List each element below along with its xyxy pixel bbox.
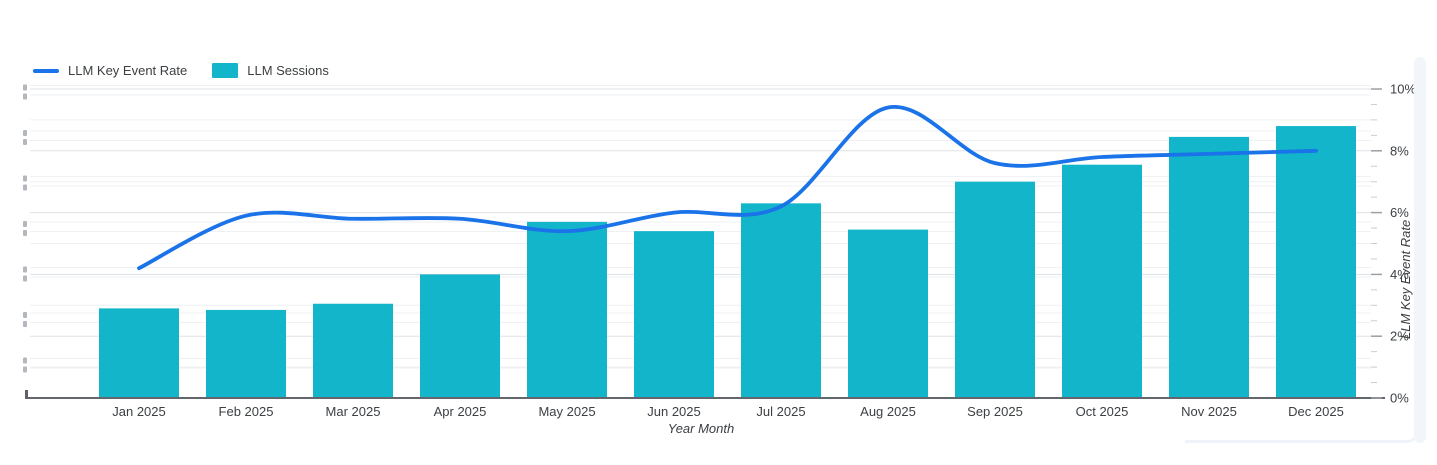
legend-label: LLM Sessions xyxy=(247,63,329,78)
clipped-left-axis-label xyxy=(23,184,27,191)
bar-sep[interactable] xyxy=(955,181,1035,398)
y-axis-tick-label: 8% xyxy=(1390,143,1409,158)
y-axis-tick-label: 6% xyxy=(1390,205,1409,220)
clipped-left-axis-label xyxy=(23,93,27,100)
x-axis-tick-label: Jun 2025 xyxy=(647,404,701,419)
x-axis-tick-label: Mar 2025 xyxy=(326,404,381,419)
line-swatch-icon xyxy=(33,68,59,73)
bar-may[interactable] xyxy=(527,221,607,398)
bar-dec[interactable] xyxy=(1276,126,1356,398)
x-axis-tick-label: Apr 2025 xyxy=(434,404,487,419)
clipped-left-axis-label xyxy=(23,366,27,373)
bar-nov[interactable] xyxy=(1169,136,1249,398)
x-axis-tick-label: Aug 2025 xyxy=(860,404,916,419)
clipped-left-axis-label xyxy=(23,321,27,327)
bar-swatch-icon xyxy=(212,63,239,78)
bar-aug[interactable] xyxy=(848,229,928,398)
x-axis-tick-label: Feb 2025 xyxy=(219,404,274,419)
clipped-left-axis-label xyxy=(23,275,27,282)
bar-mar[interactable] xyxy=(313,303,393,398)
clipped-left-axis-label xyxy=(23,221,27,227)
clipped-left-axis-label xyxy=(23,266,27,273)
x-axis-tick-label: Dec 2025 xyxy=(1288,404,1344,419)
clipped-left-axis-label xyxy=(23,139,27,145)
clipped-left-axis-label xyxy=(23,175,27,182)
bar-jun[interactable] xyxy=(634,231,714,398)
bar-oct[interactable] xyxy=(1062,164,1142,398)
y-axis-tick-label: 10% xyxy=(1390,82,1416,97)
bar-feb[interactable] xyxy=(206,309,286,398)
clipped-left-axis-label xyxy=(23,230,27,236)
x-axis-title: Year Month xyxy=(667,421,735,436)
y-axis-tick-label: 0% xyxy=(1390,391,1409,406)
bar-jan[interactable] xyxy=(99,308,179,398)
bar-apr[interactable] xyxy=(420,274,500,398)
x-axis-tick-label: Oct 2025 xyxy=(1076,404,1129,419)
legend-label: LLM Key Event Rate xyxy=(68,63,188,78)
x-axis-tick-label: Jul 2025 xyxy=(756,404,805,419)
scrollbar-track[interactable] xyxy=(1414,57,1426,443)
x-axis-tick-label: Sep 2025 xyxy=(967,404,1023,419)
right-axis-title: LLM Key Event Rate xyxy=(1398,219,1413,339)
x-axis-tick-label: Jan 2025 xyxy=(112,404,166,419)
clipped-left-axis-label xyxy=(23,130,27,136)
clipped-left-axis-label xyxy=(23,312,27,318)
bar-jul[interactable] xyxy=(741,203,821,398)
clipped-left-axis-label xyxy=(23,357,27,364)
panel-corner-border xyxy=(1185,420,1417,443)
y-axis-tick-label: 4% xyxy=(1390,267,1409,282)
legend-item-llm-sessions[interactable]: LLM Sessions xyxy=(212,63,329,78)
clipped-left-axis-label xyxy=(25,390,28,399)
legend-item-llm-key-event-rate[interactable]: LLM Key Event Rate xyxy=(33,63,187,78)
chart-legend: LLM Key Event Rate LLM Sessions xyxy=(33,63,329,78)
y-axis-tick-label: 2% xyxy=(1390,329,1409,344)
trend-line[interactable] xyxy=(137,105,1318,271)
x-axis-tick-label: May 2025 xyxy=(538,404,595,419)
x-axis-tick-label: Nov 2025 xyxy=(1181,404,1237,419)
clipped-left-axis-label xyxy=(23,84,27,91)
